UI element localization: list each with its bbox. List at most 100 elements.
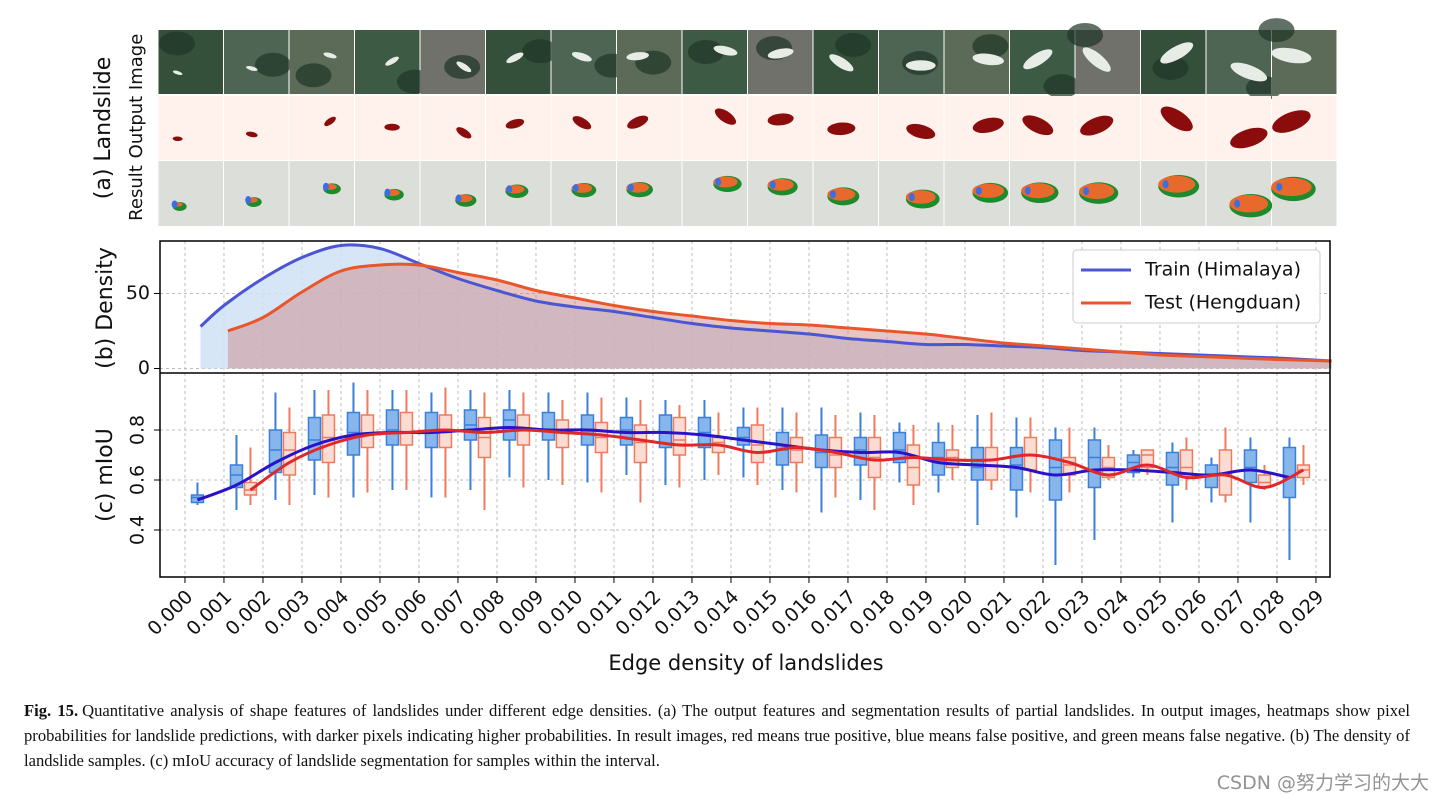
y-tick-label: 0.6 (127, 465, 149, 495)
landslide-scar (767, 48, 794, 59)
image-tile (682, 161, 747, 226)
panel-a-label: (a) Landslide (91, 57, 116, 199)
landslide-scar (1023, 49, 1053, 70)
true-positive (1021, 183, 1055, 199)
image-tile (420, 161, 485, 226)
caption: Fig. 15. Quantitative analysis of shape f… (24, 698, 1410, 773)
true-positive (1079, 183, 1115, 199)
density-area (227, 264, 1332, 369)
false-positive (975, 186, 982, 195)
legend-label: Train (Himalaya) (1144, 259, 1301, 281)
heat-blob (572, 116, 592, 130)
figure: (a) Landslide Output Image Result (b) De… (91, 18, 1337, 675)
landslide-scar (972, 53, 1004, 66)
false-positive (829, 190, 836, 199)
image-texture (972, 34, 1009, 59)
landslide-scar (506, 52, 524, 64)
image-texture (522, 39, 559, 64)
image-texture (158, 31, 195, 56)
row-label: Output Image (126, 34, 147, 159)
true-positive (1271, 177, 1312, 197)
mean-line (249, 428, 1305, 492)
box (385, 409, 400, 446)
density-line (227, 262, 1332, 363)
landslide-scar (172, 70, 183, 76)
x-tick-label: 0.029 (1274, 586, 1328, 640)
landslide-scar (1271, 47, 1312, 64)
landslide-scar (1082, 47, 1111, 72)
image-texture (835, 32, 872, 57)
landslide-scar (246, 65, 258, 71)
landslide-scar (1230, 62, 1268, 82)
heat-blob (1080, 115, 1114, 136)
image-tile (224, 96, 289, 160)
box (1243, 449, 1258, 484)
false-positive (455, 194, 462, 203)
box (502, 409, 517, 441)
false-positive (384, 188, 391, 197)
box (1087, 439, 1102, 489)
true-positive (972, 183, 1005, 198)
landslide-scar (626, 52, 649, 61)
false-positive (908, 193, 915, 202)
image-texture (254, 52, 291, 77)
heat-blob (906, 123, 936, 140)
image-tile (682, 96, 747, 160)
heat-blob (384, 123, 400, 131)
x-axis-label: Edge density of landslides (608, 651, 883, 675)
landslide-scar (385, 56, 399, 66)
y-tick-label: 0 (138, 357, 150, 379)
heat-blob (767, 113, 794, 126)
image-tile (224, 161, 289, 226)
box (399, 411, 414, 446)
false-positive (1024, 186, 1031, 195)
false-positive (572, 184, 579, 193)
heat-blob (972, 117, 1004, 134)
image-tile (158, 96, 223, 160)
image-texture (1043, 74, 1080, 99)
image-tile (158, 161, 223, 226)
false-positive (769, 180, 776, 189)
landslide-scar (1160, 42, 1194, 64)
heat-blob (1272, 110, 1311, 133)
heat-blob (714, 108, 737, 125)
caption-label: Fig. 15. (24, 701, 79, 720)
false-positive (322, 182, 329, 191)
false-positive (245, 196, 252, 205)
heat-blob (827, 122, 856, 136)
image-texture (1067, 22, 1104, 47)
landslide-scar (456, 61, 472, 73)
landslide-scar (571, 51, 592, 62)
box (672, 416, 687, 456)
box (541, 411, 556, 441)
image-tile (420, 96, 485, 160)
image-texture (295, 63, 332, 88)
false-positive (1276, 182, 1283, 191)
landslide-scar (323, 52, 337, 59)
box (736, 426, 751, 446)
heat-blob (505, 118, 525, 129)
image-tile (1206, 161, 1271, 226)
heat-blob (1230, 127, 1268, 149)
row-label: Result (126, 165, 147, 221)
heat-blob (627, 115, 649, 129)
heat-blob (324, 116, 336, 127)
false-positive (506, 185, 513, 194)
box (892, 431, 907, 464)
false-positive (1234, 199, 1241, 208)
heat-blob (1022, 115, 1054, 136)
box (1165, 451, 1180, 486)
y-tick-label: 50 (126, 282, 150, 304)
false-positive (627, 183, 634, 192)
y-tick-label: 0.4 (127, 515, 149, 545)
image-tile (748, 96, 813, 160)
image-tile (1141, 96, 1206, 160)
box (984, 446, 999, 481)
y-axis-label: (b) Density (93, 247, 118, 369)
landslide-scar (905, 60, 936, 71)
box (906, 444, 921, 486)
y-axis-label: (c) mIoU (93, 428, 118, 522)
landslide-scar (829, 54, 854, 72)
false-positive (1162, 180, 1169, 189)
